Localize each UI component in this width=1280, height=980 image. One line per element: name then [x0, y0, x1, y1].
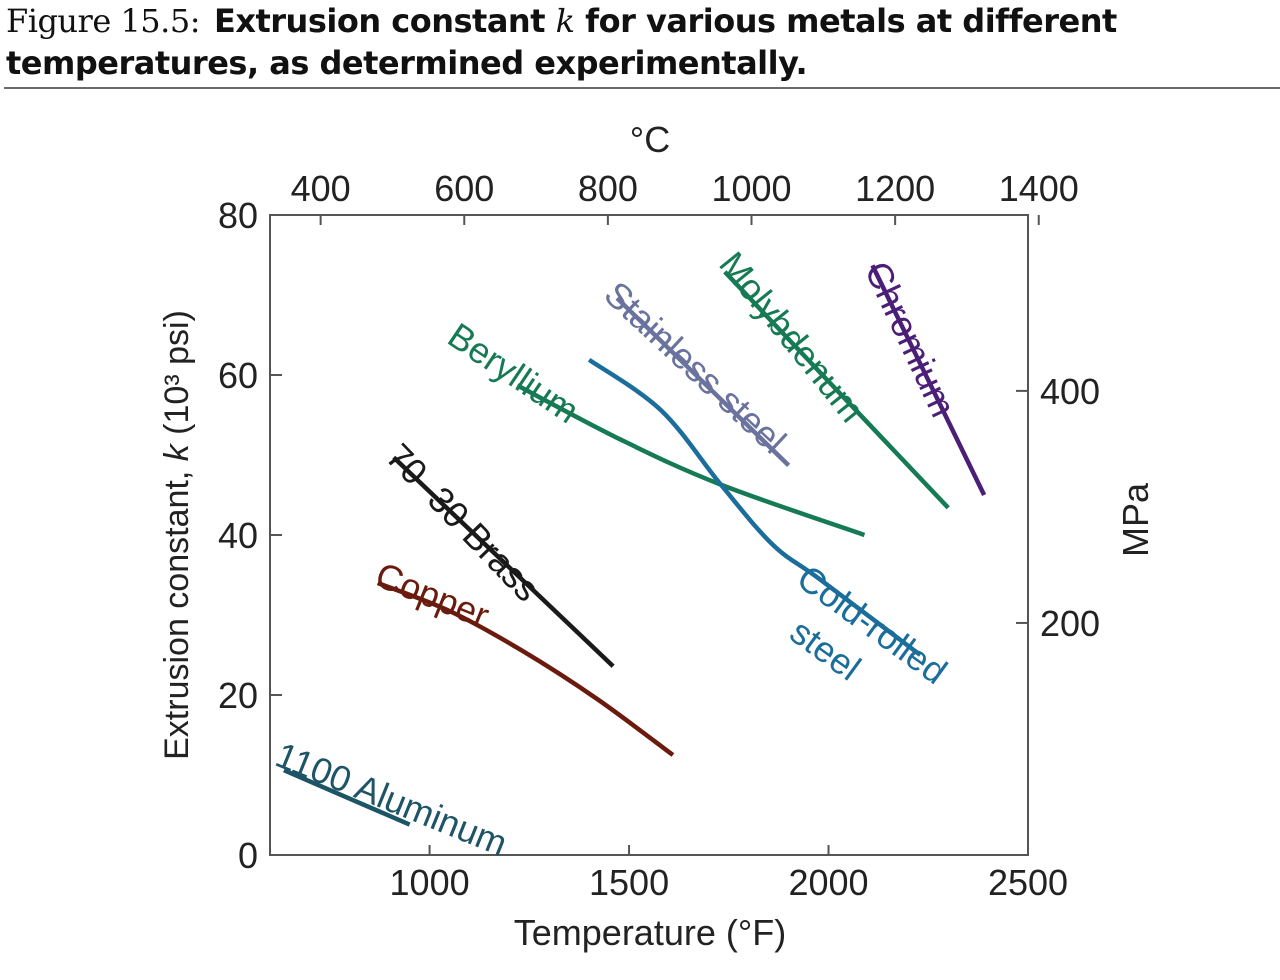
caption-text-1: Extrusion constant — [213, 2, 556, 40]
top-tick-label: 400 — [291, 168, 351, 209]
y-tick-label: 60 — [218, 355, 258, 396]
y-axis-label-k: k — [158, 442, 196, 461]
y-axis-label-suffix: (10³ psi) — [158, 310, 196, 444]
series-line-1100-aluminum — [283, 768, 411, 827]
top-tick-label: 600 — [434, 168, 494, 209]
series-label-copper: Copper — [370, 554, 495, 636]
series-line-molybdenum — [723, 270, 950, 510]
figure-number: Figure 15.5: — [6, 2, 200, 40]
x-tick-label: 2000 — [788, 862, 868, 903]
top-axis-label: °C — [630, 119, 670, 160]
top-tick-label: 1000 — [711, 168, 791, 209]
top-tick-label: 1400 — [999, 168, 1079, 209]
series-label-chromium: Chromium — [857, 255, 964, 423]
top-tick-label: 800 — [578, 168, 638, 209]
x-axis-label: Temperature (°F) — [514, 912, 786, 953]
y-axis-label-prefix: Extrusion constant, — [158, 461, 196, 760]
x-tick-label: 1500 — [589, 862, 669, 903]
series-label-beryllium: Beryllium — [441, 315, 587, 432]
series-label-aluminum: 1100 Aluminum — [270, 734, 513, 864]
figure-caption: Figure 15.5: Extrusion constant k for var… — [6, 0, 1276, 84]
x-tick-label: 2500 — [988, 862, 1068, 903]
right-tick-label: 400 — [1040, 371, 1100, 412]
caption-k: k — [555, 2, 575, 40]
series-line-beryllium — [516, 383, 866, 538]
series-line-stainless-steel — [615, 296, 791, 468]
series-line-70-30-brass — [392, 455, 615, 668]
caption-rule — [4, 87, 1280, 89]
series-line-cold-rolled-steel — [587, 357, 922, 657]
y-tick-label: 40 — [218, 515, 258, 556]
caption-text-2: for various metals at different temperat… — [6, 2, 1117, 82]
y-tick-label: 20 — [218, 675, 258, 716]
top-tick-label: 1200 — [855, 168, 935, 209]
y-axis-label: Extrusion constant, k (10³ psi) — [158, 310, 196, 760]
series-line-chromium — [870, 264, 987, 496]
x-tick-label: 1000 — [390, 862, 470, 903]
series-line-copper — [376, 580, 675, 757]
right-tick-label: 200 — [1040, 603, 1100, 644]
y-tick-label: 80 — [218, 195, 258, 236]
right-axis-label: MPa — [1115, 482, 1156, 557]
y-tick-label: 0 — [238, 835, 258, 876]
